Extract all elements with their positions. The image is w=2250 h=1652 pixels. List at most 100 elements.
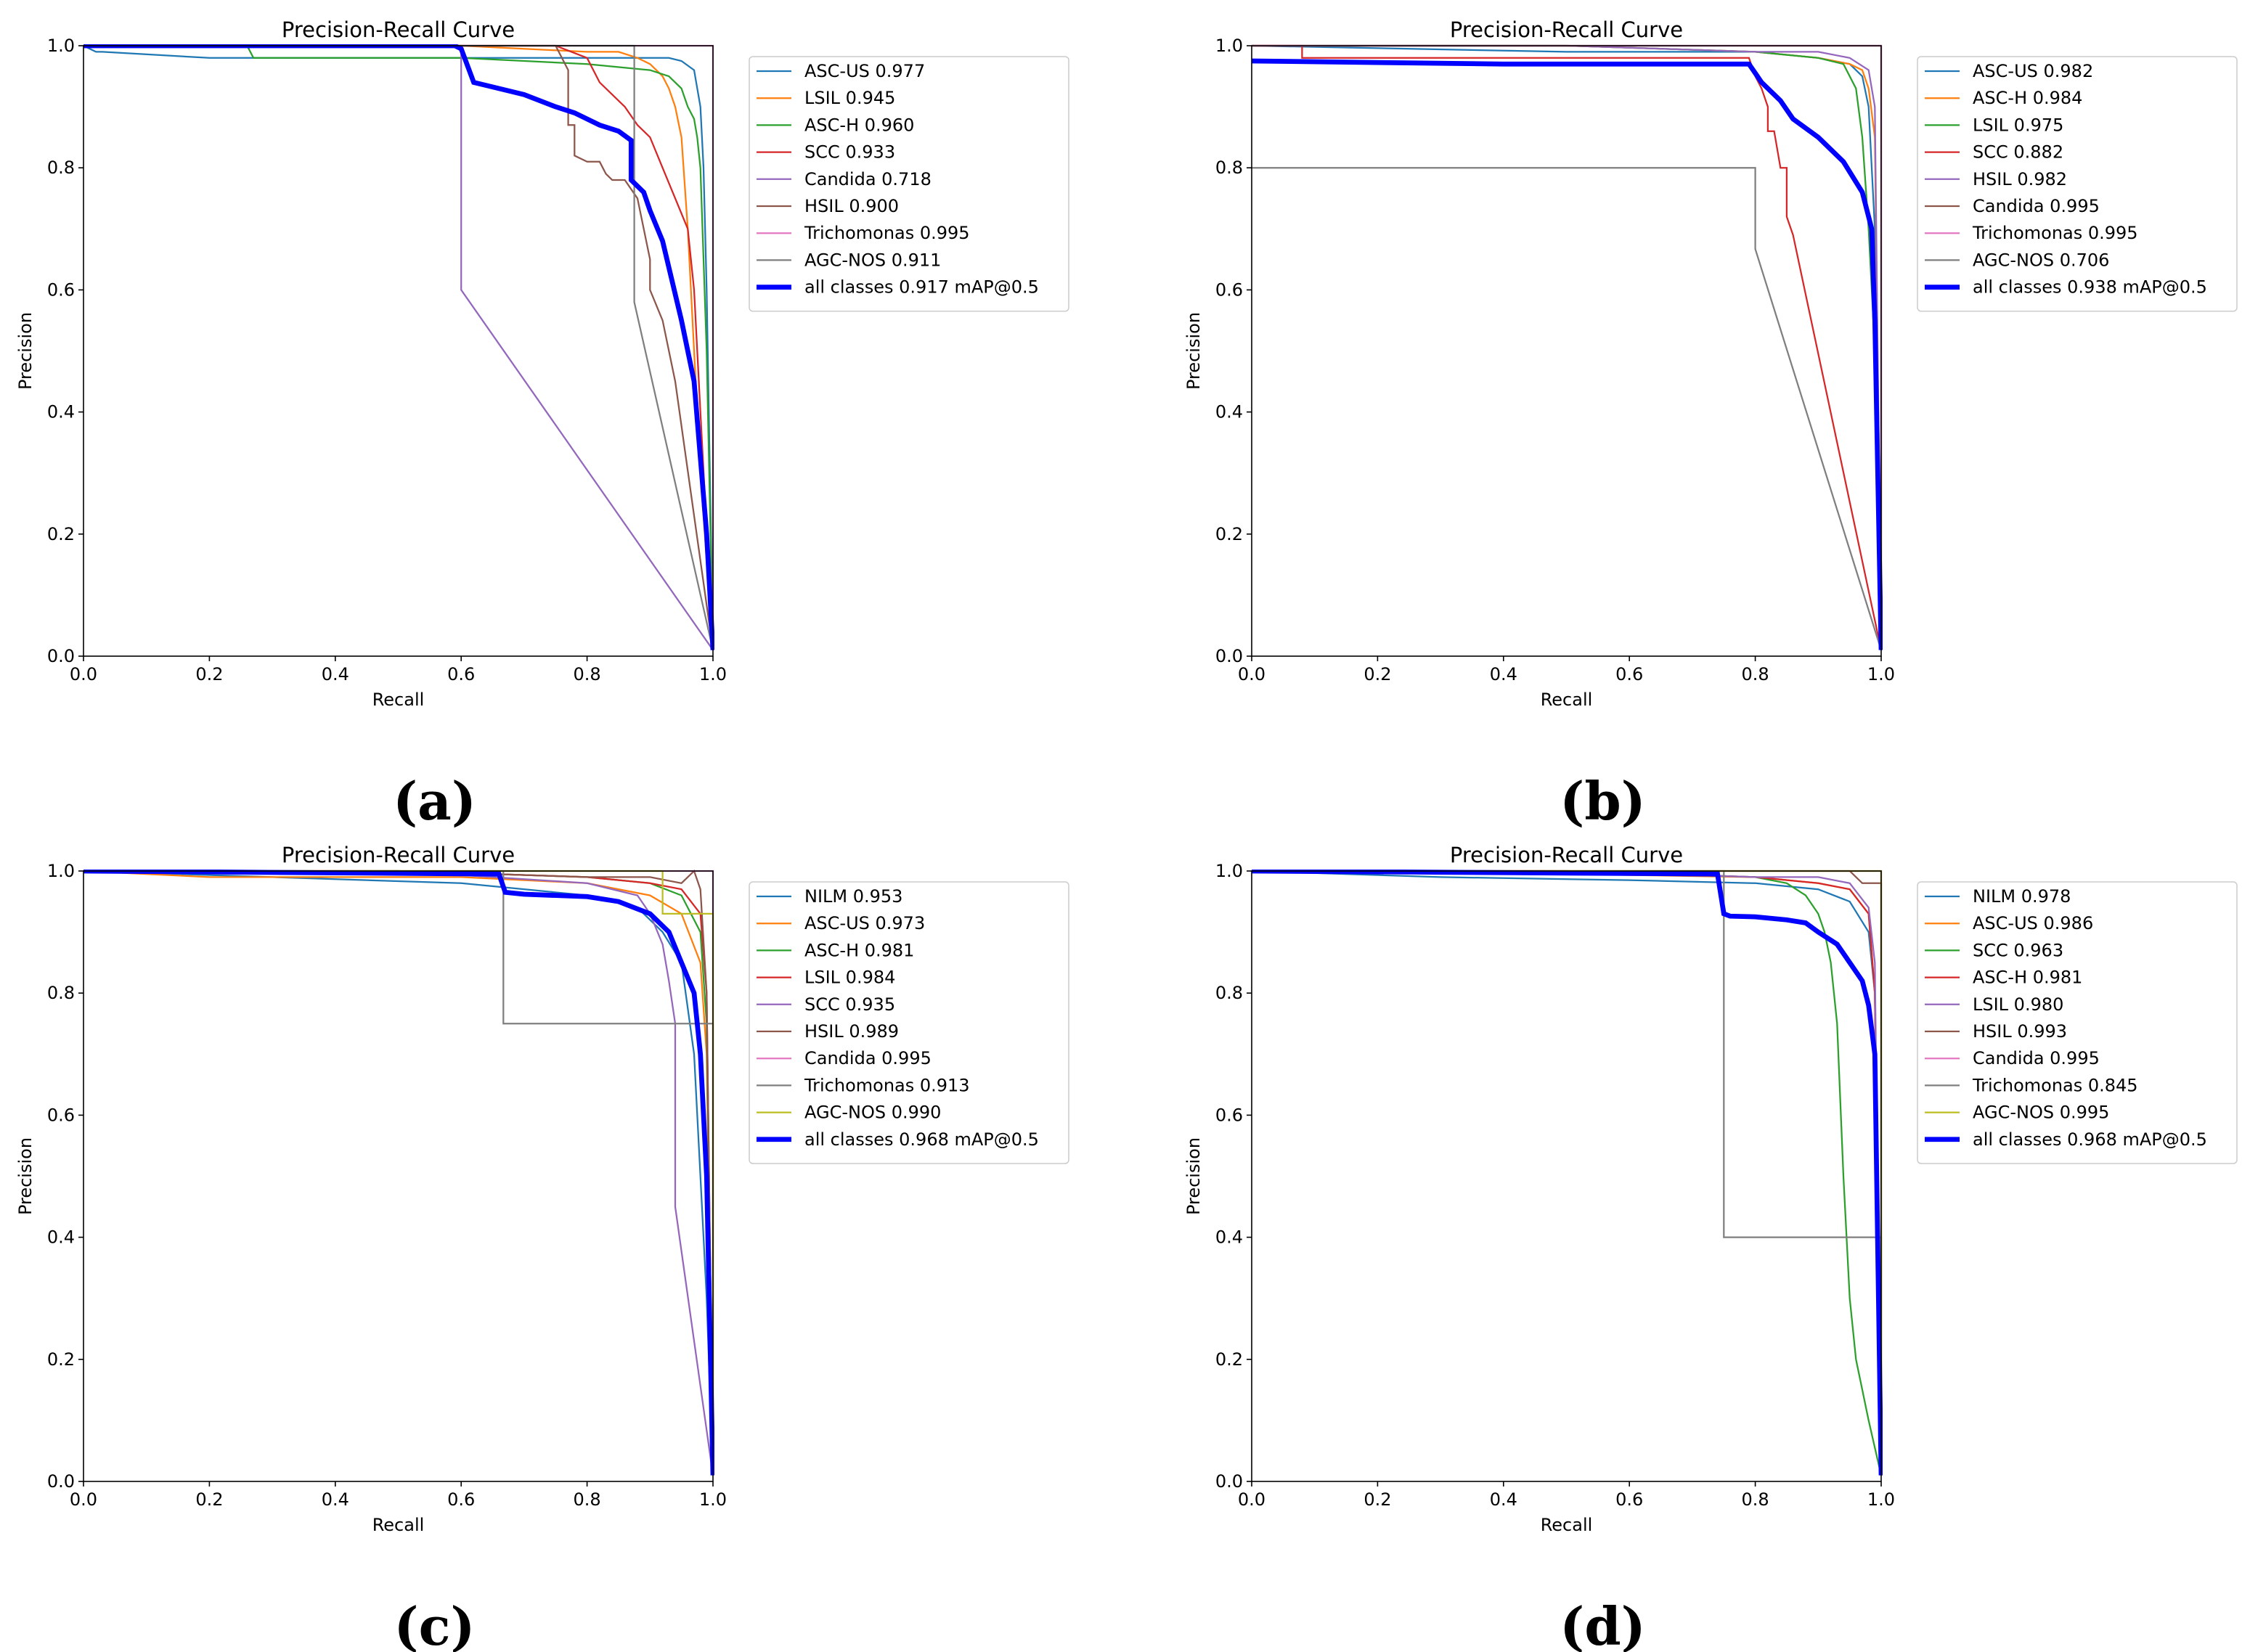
legend-label-7: AGC-NOS 0.911 bbox=[804, 250, 941, 270]
legend-label-5: HSIL 0.993 bbox=[1973, 1021, 2067, 1042]
x-tick-label: 0.2 bbox=[195, 664, 223, 684]
plot-lines bbox=[1252, 870, 1883, 1476]
y-tick-label: 0.0 bbox=[1215, 646, 1243, 666]
series-line-8 bbox=[1252, 870, 1883, 1476]
y-tick-label: 0.6 bbox=[47, 1105, 75, 1125]
y-tick-label: 0.4 bbox=[47, 1227, 75, 1248]
legend-label-2: ASC-H 0.960 bbox=[804, 115, 914, 135]
series-line-4 bbox=[83, 44, 714, 651]
x-tick-label: 0.6 bbox=[1615, 1489, 1643, 1510]
axes-frame bbox=[83, 870, 714, 1482]
y-tick-label: 1.0 bbox=[47, 861, 75, 881]
legend-label-0: NILM 0.978 bbox=[1973, 886, 2071, 907]
legend-label-3: SCC 0.882 bbox=[1973, 142, 2063, 163]
legend-box bbox=[749, 56, 1069, 312]
axes-frame bbox=[83, 45, 714, 657]
series-line-2 bbox=[1252, 870, 1883, 1476]
series-line-3 bbox=[1252, 870, 1883, 1476]
x-tick-label: 0.0 bbox=[70, 1489, 97, 1510]
x-tick-label: 0.0 bbox=[70, 664, 97, 684]
x-tick-label: 0.4 bbox=[322, 664, 349, 684]
panel-caption: (c) bbox=[394, 1595, 476, 1652]
legend-label-1: ASC-US 0.986 bbox=[1973, 913, 2093, 933]
legend-label-4: HSIL 0.982 bbox=[1973, 169, 2067, 189]
legend-label-3: ASC-H 0.981 bbox=[1973, 968, 2082, 988]
x-tick-label: 0.8 bbox=[1742, 1489, 1769, 1510]
x-tick-label: 0.8 bbox=[574, 1489, 601, 1510]
y-tick-label: 0.8 bbox=[47, 158, 75, 178]
chart-panel-d: Precision-Recall Curve 0.0 0.2 0.4 0.6 0.8 1.0… bbox=[1183, 843, 2238, 1652]
x-tick-label: 0.4 bbox=[322, 1489, 349, 1510]
legend-label-9: all classes 0.968 mAP@0.5 bbox=[1973, 1129, 2207, 1150]
legend-label-8: AGC-NOS 0.990 bbox=[804, 1103, 941, 1123]
y-axis-label: Precision bbox=[1183, 1137, 1204, 1215]
series-line-2 bbox=[83, 44, 714, 650]
chart-title: Precision-Recall Curve bbox=[282, 17, 515, 42]
x-tick-label: 0.8 bbox=[574, 664, 601, 684]
x-tick-label: 0.2 bbox=[195, 1489, 223, 1510]
y-tick-label: 0.4 bbox=[1215, 402, 1243, 422]
legend-label-6: Trichomonas 0.995 bbox=[804, 223, 970, 243]
series-line-5 bbox=[83, 870, 714, 1476]
y-tick-label: 0.0 bbox=[47, 1471, 75, 1492]
y-tick-label: 0.2 bbox=[1215, 524, 1243, 544]
y-tick-label: 0.6 bbox=[1215, 1105, 1243, 1125]
series-line-4 bbox=[1252, 44, 1883, 650]
legend: ASC-US 0.977 LSIL 0.945 ASC-H 0.960 SCC 0.9… bbox=[749, 56, 1069, 312]
y-tick-label: 0.2 bbox=[1215, 1349, 1243, 1370]
chart-panel-c: Precision-Recall Curve 0.0 0.2 0.4 0.6 0.8 1.0… bbox=[15, 843, 1069, 1652]
series-line-9 bbox=[83, 870, 714, 1476]
x-tick-label: 0.6 bbox=[447, 1489, 475, 1510]
legend-label-4: Candida 0.718 bbox=[804, 169, 932, 189]
x-axis-label: Recall bbox=[372, 1515, 425, 1535]
series-line-1 bbox=[1252, 870, 1883, 1476]
series-line-1 bbox=[83, 870, 714, 1476]
legend-label-7: AGC-NOS 0.706 bbox=[1973, 250, 2109, 270]
legend-label-2: ASC-H 0.981 bbox=[804, 940, 914, 960]
legend-label-8: all classes 0.917 mAP@0.5 bbox=[804, 277, 1039, 298]
y-axis-label: Precision bbox=[15, 1137, 36, 1215]
y-tick-label: 0.2 bbox=[47, 1349, 75, 1370]
legend-label-6: Trichomonas 0.995 bbox=[1972, 223, 2138, 243]
series-line-6 bbox=[83, 44, 714, 650]
y-tick-label: 0.8 bbox=[1215, 158, 1243, 178]
y-axis-label: Precision bbox=[15, 312, 36, 390]
x-tick-label: 1.0 bbox=[1867, 664, 1895, 684]
x-tick-label: 0.2 bbox=[1364, 664, 1391, 684]
x-tick-label: 0.0 bbox=[1238, 1489, 1265, 1510]
legend-label-1: ASC-US 0.973 bbox=[804, 913, 925, 933]
series-line-3 bbox=[83, 44, 714, 650]
chart-title: Precision-Recall Curve bbox=[1450, 843, 1683, 867]
legend-label-0: ASC-US 0.982 bbox=[1973, 61, 2093, 81]
series-line-8 bbox=[83, 44, 714, 650]
series-line-4 bbox=[1252, 870, 1883, 1476]
y-tick-label: 0.0 bbox=[1215, 1471, 1243, 1492]
legend-box bbox=[1917, 56, 2238, 312]
legend-label-2: SCC 0.963 bbox=[1973, 940, 2063, 960]
y-tick-label: 0.8 bbox=[1215, 983, 1243, 1003]
y-tick-label: 0.0 bbox=[47, 646, 75, 666]
series-line-7 bbox=[1252, 167, 1883, 650]
x-tick-label: 1.0 bbox=[1867, 1489, 1895, 1510]
x-tick-label: 0.0 bbox=[1238, 664, 1265, 684]
chart-panel-b: Precision-Recall Curve 0.0 0.2 0.4 0.6 0.8 1.0… bbox=[1183, 17, 2238, 832]
legend-label-6: Candida 0.995 bbox=[804, 1048, 932, 1068]
legend-label-5: HSIL 0.900 bbox=[804, 196, 899, 216]
axes-frame bbox=[1251, 45, 1882, 657]
plot-lines bbox=[83, 44, 714, 651]
legend-label-3: LSIL 0.984 bbox=[804, 968, 895, 988]
axes-frame bbox=[1251, 870, 1882, 1482]
x-tick-label: 1.0 bbox=[699, 664, 727, 684]
x-tick-label: 0.6 bbox=[447, 664, 475, 684]
y-tick-label: 0.2 bbox=[47, 524, 75, 544]
x-tick-label: 0.4 bbox=[1490, 1489, 1517, 1510]
series-line-6 bbox=[83, 870, 714, 1476]
chart-title: Precision-Recall Curve bbox=[1450, 17, 1683, 42]
panel-caption: (d) bbox=[1560, 1595, 1645, 1652]
chart-panel-a: Precision-Recall Curve 0.0 0.2 0.4 0.6 0.8 1.0… bbox=[15, 17, 1069, 832]
legend-label-1: ASC-H 0.984 bbox=[1973, 88, 2082, 108]
legend-label-0: NILM 0.953 bbox=[804, 886, 902, 907]
y-tick-label: 0.4 bbox=[47, 402, 75, 422]
legend: ASC-US 0.982 ASC-H 0.984 LSIL 0.975 SCC 0.8… bbox=[1917, 56, 2238, 312]
series-line-0 bbox=[1252, 870, 1883, 1476]
